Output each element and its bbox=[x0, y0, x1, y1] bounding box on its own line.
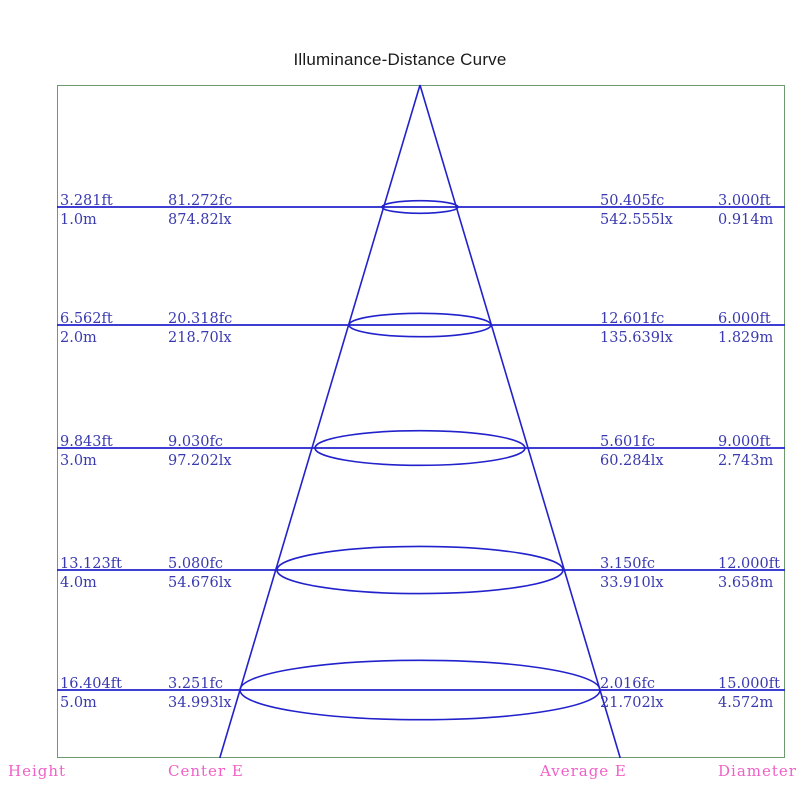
label-height-m: 4.0m bbox=[60, 575, 97, 591]
label-average-lx: 21.702lx bbox=[600, 695, 664, 711]
label-diameter-ft: 12.000ft bbox=[718, 556, 780, 572]
label-height-m: 1.0m bbox=[60, 212, 97, 228]
label-height-m: 3.0m bbox=[60, 453, 97, 469]
label-center-fc: 20.318fc bbox=[168, 311, 233, 327]
label-average-lx: 542.555lx bbox=[600, 212, 673, 228]
label-average-lx: 60.284lx bbox=[600, 453, 664, 469]
label-average-fc: 2.016fc bbox=[600, 676, 655, 692]
label-diameter-m: 1.829m bbox=[718, 330, 774, 346]
label-height-ft: 13.123ft bbox=[60, 556, 122, 572]
label-center-fc: 5.080fc bbox=[168, 556, 223, 572]
label-average-fc: 5.601fc bbox=[600, 434, 655, 450]
label-center-fc: 81.272fc bbox=[168, 193, 233, 209]
label-diameter-ft: 9.000ft bbox=[718, 434, 771, 450]
label-height-ft: 9.843ft bbox=[60, 434, 113, 450]
label-average-fc: 50.405fc bbox=[600, 193, 665, 209]
label-height-ft: 6.562ft bbox=[60, 311, 113, 327]
label-center-fc: 3.251fc bbox=[168, 676, 223, 692]
page-title: Illuminance-Distance Curve bbox=[293, 50, 507, 69]
label-diameter-m: 0.914m bbox=[718, 212, 774, 228]
label-height-ft: 16.404ft bbox=[60, 676, 122, 692]
label-height-m: 2.0m bbox=[60, 330, 97, 346]
label-center-lx: 54.676lx bbox=[168, 575, 232, 591]
label-average-fc: 3.150fc bbox=[600, 556, 655, 572]
label-average-fc: 12.601fc bbox=[600, 311, 665, 327]
axis-label-center-e: Center E bbox=[168, 762, 244, 780]
axis-label-height: Height bbox=[8, 762, 67, 780]
label-diameter-m: 3.658m bbox=[718, 575, 774, 591]
label-center-lx: 34.993lx bbox=[168, 695, 232, 711]
label-diameter-m: 2.743m bbox=[718, 453, 774, 469]
label-height-m: 5.0m bbox=[60, 695, 97, 711]
label-center-lx: 874.82lx bbox=[168, 212, 232, 228]
label-center-lx: 218.70lx bbox=[168, 330, 232, 346]
label-average-lx: 135.639lx bbox=[600, 330, 673, 346]
label-height-ft: 3.281ft bbox=[60, 193, 113, 209]
axis-label-average-e: Average E bbox=[540, 762, 627, 780]
label-average-lx: 33.910lx bbox=[600, 575, 664, 591]
axis-label-diameter: Diameter bbox=[718, 762, 797, 780]
label-center-fc: 9.030fc bbox=[168, 434, 223, 450]
label-diameter-ft: 3.000ft bbox=[718, 193, 771, 209]
label-center-lx: 97.202lx bbox=[168, 453, 232, 469]
plot-frame bbox=[57, 85, 785, 758]
label-diameter-ft: 6.000ft bbox=[718, 311, 771, 327]
label-diameter-m: 4.572m bbox=[718, 695, 774, 711]
label-diameter-ft: 15.000ft bbox=[718, 676, 780, 692]
